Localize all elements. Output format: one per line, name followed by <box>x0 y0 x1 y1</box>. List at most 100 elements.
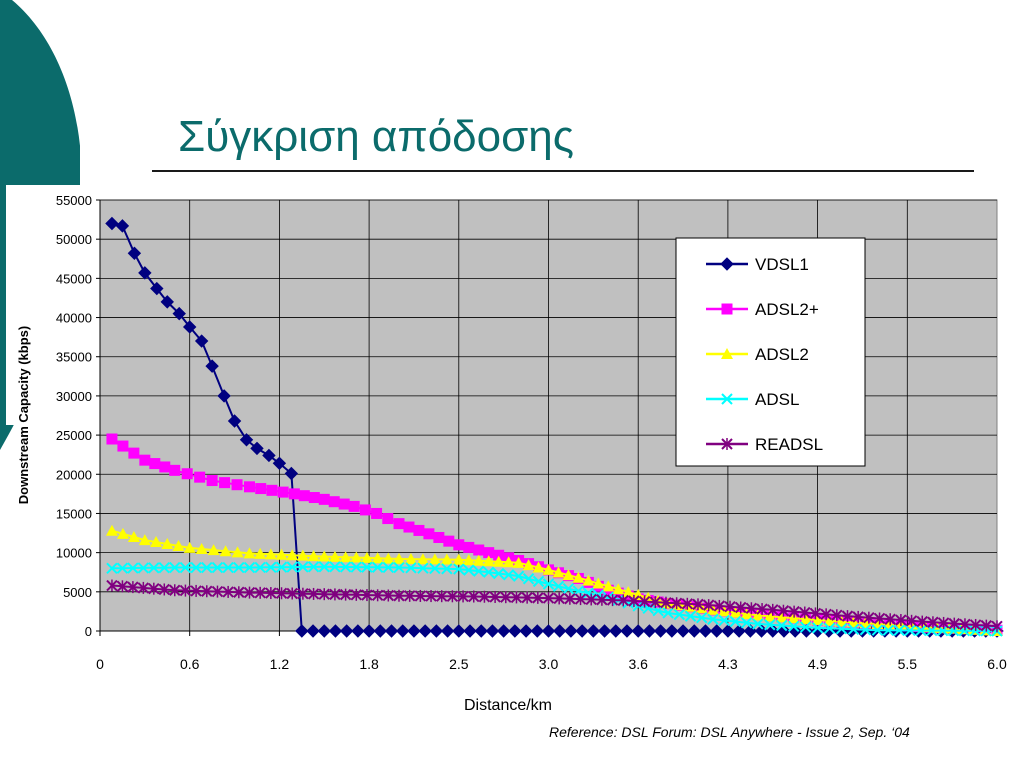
data-point <box>496 624 511 638</box>
data-point <box>339 561 352 573</box>
data-point <box>429 562 441 575</box>
y-tick-label: 10000 <box>56 546 92 561</box>
data-point <box>440 553 453 565</box>
data-point <box>823 614 836 626</box>
y-tick-label: 30000 <box>56 389 92 404</box>
data-point <box>508 624 522 638</box>
x-tick-label: 4.9 <box>808 656 828 672</box>
data-point <box>393 518 405 530</box>
data-point <box>532 561 545 573</box>
data-point <box>429 624 444 638</box>
data-point <box>169 464 181 476</box>
data-point <box>158 561 170 574</box>
data-point <box>562 569 575 581</box>
legend-label: VDSL1 <box>755 255 809 274</box>
data-point <box>751 609 764 621</box>
data-point <box>194 471 206 483</box>
data-point <box>181 468 193 480</box>
data-point <box>360 551 373 563</box>
data-point <box>482 555 495 567</box>
legend-label: READSL <box>755 435 823 454</box>
data-point <box>396 624 410 638</box>
x-tick-label: 1.2 <box>270 656 290 672</box>
data-point <box>362 624 376 638</box>
x-tick-label: 6.0 <box>987 656 1007 672</box>
y-tick-label: 20000 <box>56 467 92 482</box>
data-point <box>284 466 299 481</box>
data-point <box>244 481 255 493</box>
y-tick-label: 45000 <box>56 271 92 286</box>
data-point <box>676 624 690 638</box>
data-point <box>452 624 466 638</box>
y-tick-labels: 0 5000 10000 15000 20000 25000 30000 35000 40000… <box>56 193 92 639</box>
data-point <box>361 561 373 573</box>
data-point <box>859 624 872 636</box>
data-point <box>150 536 163 548</box>
data-point <box>413 524 425 536</box>
data-point <box>718 614 730 627</box>
decor-arc <box>0 0 80 450</box>
legend-marker <box>720 257 734 271</box>
x-tick-label: 0.6 <box>180 656 200 672</box>
data-point <box>502 556 515 568</box>
y-tick-label: 5000 <box>63 585 92 600</box>
data-point <box>295 624 309 638</box>
data-point <box>182 320 197 334</box>
data-point <box>472 554 485 566</box>
data-point <box>384 624 399 638</box>
data-point <box>572 571 585 583</box>
data-point <box>266 484 278 496</box>
data-point <box>492 555 505 567</box>
series-readsl <box>106 579 1003 633</box>
data-point <box>882 624 894 636</box>
data-point <box>382 561 395 574</box>
data-point <box>250 441 264 456</box>
data-point <box>552 580 565 593</box>
data-point <box>127 562 139 574</box>
data-point <box>339 551 352 563</box>
data-point <box>752 618 764 630</box>
data-point <box>462 554 475 566</box>
data-point <box>148 562 160 574</box>
legend-marker <box>721 348 733 359</box>
data-point <box>512 570 525 582</box>
x-tick-label: 5.5 <box>898 656 918 672</box>
data-point <box>532 575 545 588</box>
data-point <box>428 553 441 565</box>
data-point <box>298 490 310 502</box>
data-point <box>407 624 421 638</box>
data-point <box>106 433 118 445</box>
data-point <box>239 433 254 447</box>
data-point <box>217 389 231 403</box>
data-point <box>463 564 475 576</box>
data-point <box>662 607 674 619</box>
data-point <box>150 281 164 296</box>
data-point <box>522 559 535 571</box>
data-point <box>542 578 555 590</box>
data-point <box>328 550 341 562</box>
data-point <box>373 624 388 638</box>
data-point <box>404 553 417 565</box>
data-point <box>453 563 465 575</box>
data-point <box>787 612 800 624</box>
data-point <box>127 246 142 260</box>
data-point <box>416 553 429 565</box>
data-point <box>582 587 595 599</box>
data-point <box>371 507 383 519</box>
data-point <box>799 621 812 633</box>
data-point <box>329 561 341 573</box>
data-point <box>308 492 320 504</box>
data-point <box>201 561 213 574</box>
data-point <box>139 454 151 466</box>
data-point <box>512 556 525 568</box>
data-point <box>393 552 405 564</box>
data-point <box>904 624 916 637</box>
data-point <box>275 548 288 560</box>
data-point <box>371 561 384 574</box>
data-point <box>243 547 256 559</box>
y-tick-label: 55000 <box>56 193 92 208</box>
data-point <box>288 488 300 500</box>
series-group <box>105 216 1004 638</box>
data-point <box>262 448 276 463</box>
